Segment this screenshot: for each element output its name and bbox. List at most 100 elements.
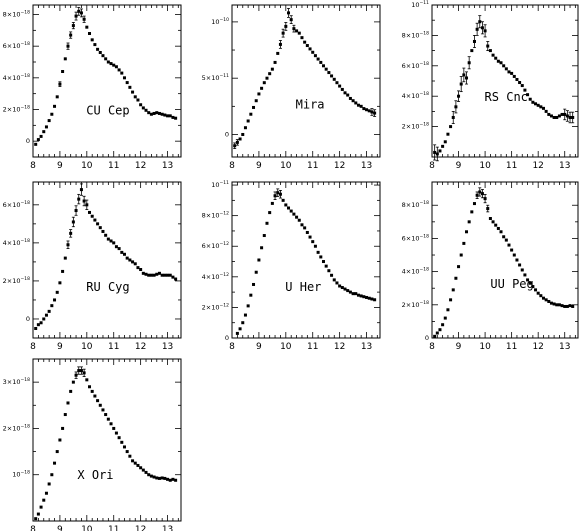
plot-frame (431, 4, 579, 158)
data-point (311, 240, 315, 244)
y-tick-label: 0 (225, 334, 229, 342)
data-point (47, 119, 51, 123)
data-point (246, 119, 250, 123)
data-point (120, 250, 124, 254)
x-tick-label: 8 (429, 161, 435, 171)
data-point (47, 482, 51, 486)
data-point (235, 331, 239, 335)
data-point (491, 53, 495, 57)
data-point (467, 61, 471, 65)
data-point (295, 29, 299, 33)
data-point (101, 408, 105, 412)
data-point (74, 14, 78, 18)
data-point (499, 61, 503, 65)
y-tick-label: 4×10−18 (3, 73, 30, 82)
data-point (359, 294, 363, 298)
data-point (571, 115, 575, 119)
data-point (278, 42, 282, 46)
data-point (289, 209, 293, 213)
panel-ru-cyg: 8 9 10 11 12 13 0 2×10−18 4×10−18 6×10−18 RU Cyg (3, 181, 182, 352)
y-tick-label: 6×10−18 (3, 200, 30, 209)
data-point (44, 491, 48, 495)
data-point (112, 63, 116, 67)
data-point (526, 278, 530, 282)
data-point (109, 422, 113, 426)
data-point (555, 115, 559, 119)
data-point (252, 105, 256, 109)
data-point (106, 417, 110, 421)
y-tick-label: 8×10−18 (402, 30, 429, 39)
star-label: RS Cnc (485, 90, 528, 104)
y-tick-label: 0 (26, 137, 30, 145)
data-point (321, 260, 325, 264)
data-point (149, 273, 153, 277)
star-label: CU Cep (86, 103, 129, 117)
data-point (122, 445, 126, 449)
data-point (332, 77, 336, 81)
data-point (109, 62, 113, 66)
data-point (106, 237, 110, 241)
data-point (321, 64, 325, 68)
data-point (254, 99, 258, 103)
x-tick-label: 12 (532, 161, 543, 171)
data-point (351, 99, 355, 103)
data-point (55, 95, 59, 99)
data-point (557, 114, 561, 118)
data-point (531, 285, 535, 289)
data-point (160, 273, 164, 277)
data-point (300, 223, 304, 227)
data-point (139, 103, 143, 107)
data-point (144, 272, 148, 276)
data-point (512, 74, 516, 78)
data-point (494, 223, 498, 227)
data-point (128, 258, 132, 262)
data-point (454, 276, 458, 280)
x-tick-label: 9 (57, 342, 63, 352)
panel-x-ori: 8 9 10 11 12 13 10−18 2×10−18 3×10−18 X Ori (3, 358, 182, 531)
data-point (50, 473, 54, 477)
data-point (523, 273, 527, 277)
data-point (36, 512, 40, 516)
star-label: U Her (285, 280, 321, 294)
data-point (470, 49, 474, 53)
data-point (246, 304, 250, 308)
data-point (139, 268, 143, 272)
data-point (39, 321, 43, 325)
data-point (66, 44, 70, 48)
data-point (141, 468, 145, 472)
data-point (147, 111, 151, 115)
data-point (254, 270, 258, 274)
data-point (483, 29, 487, 33)
x-tick-label: 10 (280, 342, 292, 352)
data-point (128, 454, 132, 458)
data-point (457, 94, 461, 98)
data-point (50, 112, 54, 116)
data-point (446, 132, 450, 136)
data-point (101, 229, 105, 233)
data-point (34, 142, 38, 146)
y-tick-label: 2×10−18 (3, 423, 30, 432)
data-point (34, 326, 38, 330)
data-point (441, 323, 445, 327)
data-point (141, 271, 145, 275)
x-tick-label: 10 (479, 342, 491, 352)
data-point (93, 43, 97, 47)
x-tick-label: 13 (559, 161, 570, 171)
data-point (42, 498, 46, 502)
data-point (104, 233, 108, 237)
data-point (155, 476, 159, 480)
data-point (292, 27, 296, 31)
x-tick-label: 9 (256, 342, 262, 352)
data-point (136, 463, 140, 467)
data-point (518, 263, 522, 267)
data-point (316, 57, 320, 61)
data-point (338, 84, 342, 88)
data-point (289, 18, 293, 22)
data-point (552, 302, 556, 306)
data-point (354, 101, 358, 105)
data-point (77, 9, 81, 13)
data-point (53, 104, 57, 108)
data-point (565, 304, 569, 308)
data-point (42, 130, 46, 134)
data-point (82, 199, 86, 203)
